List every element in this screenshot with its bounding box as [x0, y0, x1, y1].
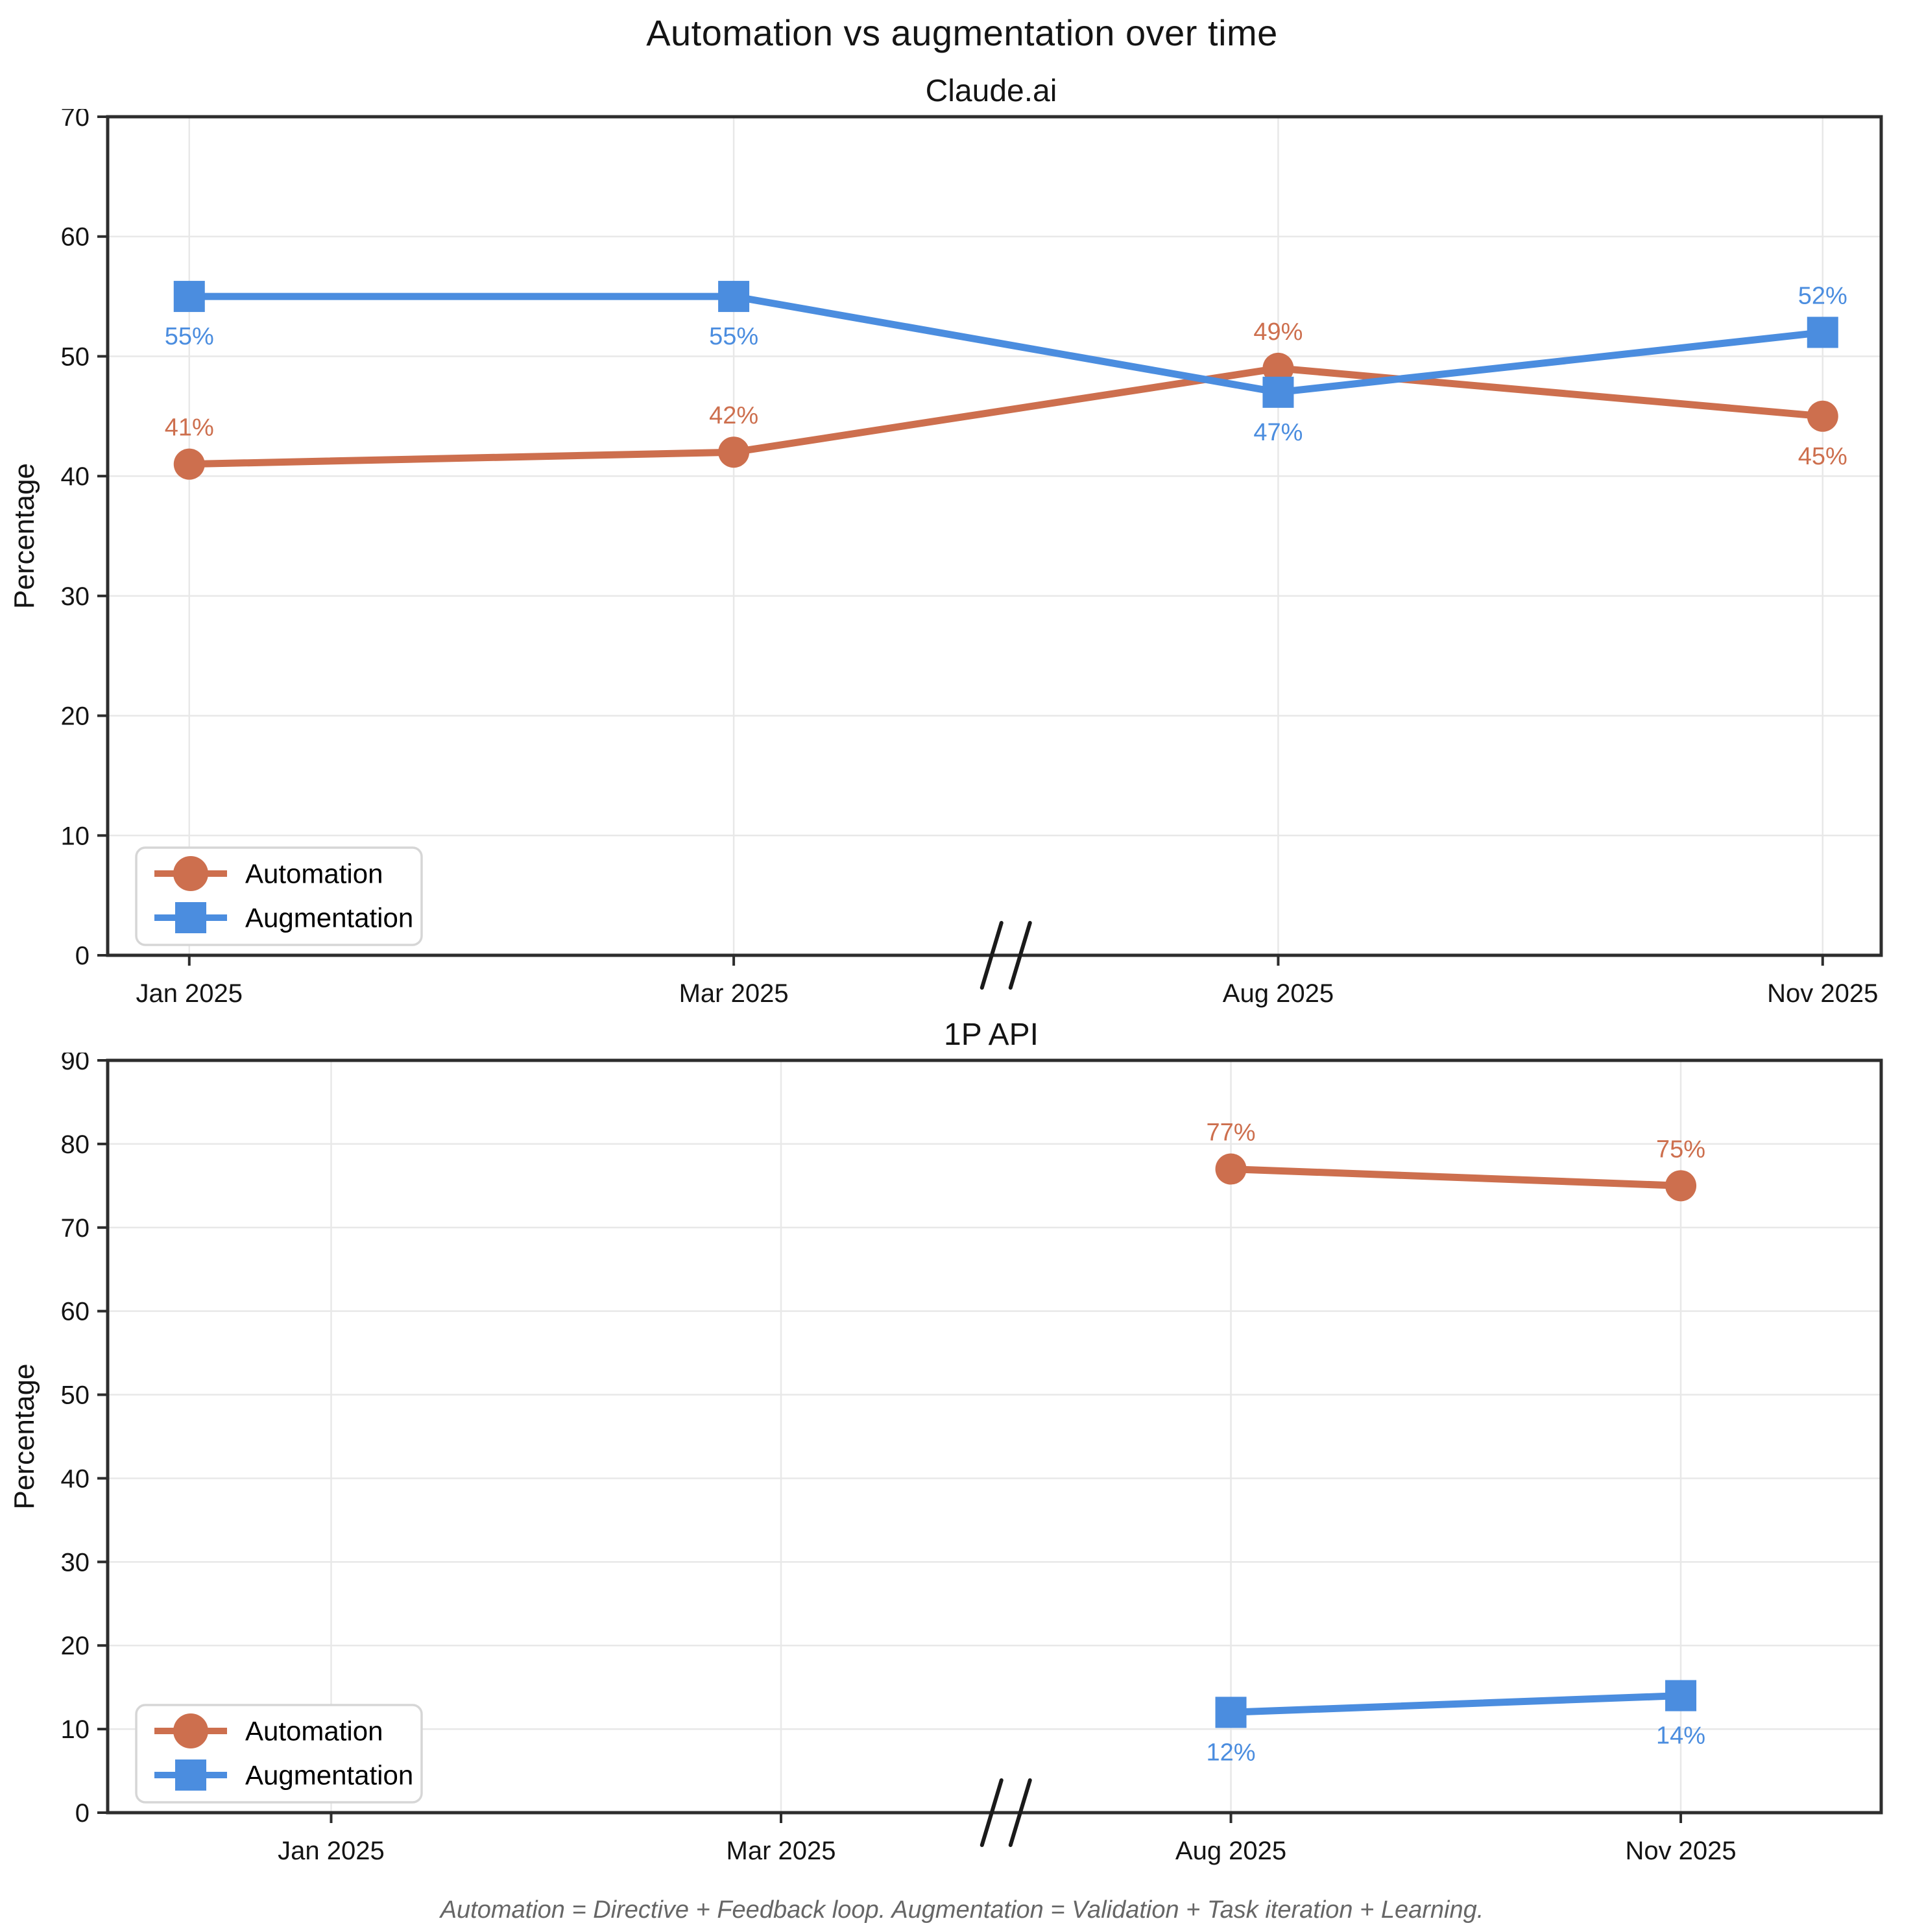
y-tick-label: 50 — [61, 342, 90, 371]
series-automation — [173, 352, 1838, 480]
x-axis: Jan 2025 Mar 2025 Aug 2025 Nov 2025 — [136, 955, 1878, 1008]
legend: Automation Augmentation — [135, 1704, 423, 1804]
chart-section-1p-api: 1P API 0 10 20 30 40 50 60 70 80 90 Jan 2025 Mar 20… — [0, 1017, 1924, 1886]
legend-square-icon — [175, 902, 206, 933]
footnote: Automation = Directive + Feedback loop. … — [440, 1896, 1484, 1924]
plot-border — [106, 115, 1883, 957]
square-marker — [1262, 376, 1294, 408]
circle-marker — [1665, 1170, 1697, 1202]
line-chart-claude-ai: 0 10 20 30 40 50 60 70 Jan 2025 Mar 2025 Aug 2025 N… — [8, 109, 1883, 1008]
circle-marker — [718, 436, 750, 468]
chart-section-claude-ai: Claude.ai 0 10 20 30 40 50 60 70 Jan 2025 Mar 202… — [0, 73, 1924, 1017]
square-marker — [718, 281, 750, 313]
legend-label: Augmentation — [245, 1760, 413, 1791]
y-tick-label: 60 — [61, 223, 90, 252]
square-marker — [1807, 316, 1838, 348]
y-tick-label: 90 — [61, 1053, 90, 1075]
y-tick-label: 20 — [61, 1632, 90, 1660]
x-tick-label: Jan 2025 — [136, 979, 243, 1008]
x-tick-label: Mar 2025 — [679, 979, 789, 1008]
chart-title-1p-api: 1P API — [944, 1018, 1039, 1052]
chart-title-claude-ai: Claude.ai — [925, 74, 1057, 108]
circle-marker — [1807, 400, 1838, 432]
y-axis: 0 10 20 30 40 50 60 70 — [61, 109, 108, 970]
y-tick-label: 10 — [61, 822, 90, 850]
point-label: 47% — [1253, 419, 1303, 446]
gridlines — [108, 117, 1881, 955]
series-line — [186, 364, 1827, 468]
point-label: 14% — [1656, 1723, 1705, 1750]
y-tick-label: 70 — [61, 1214, 90, 1243]
x-tick-label: Mar 2025 — [727, 1837, 836, 1865]
y-tick-label: 40 — [61, 1464, 90, 1493]
y-tick-label: 30 — [61, 582, 90, 611]
legend: Automation Augmentation — [135, 846, 423, 946]
circle-marker — [1262, 352, 1294, 384]
square-marker — [1665, 1680, 1697, 1711]
y-axis: 0 10 20 30 40 50 60 70 80 90 — [61, 1053, 108, 1828]
legend-circle-icon — [173, 856, 208, 891]
y-axis-label: Percentage — [8, 463, 40, 609]
page-title: Automation vs augmentation over time — [646, 12, 1278, 53]
y-tick-label: 30 — [61, 1548, 90, 1577]
axis-break-icon — [1008, 921, 1032, 990]
legend-label: Automation — [245, 859, 383, 889]
y-tick-label: 80 — [61, 1130, 90, 1159]
point-label: 77% — [1207, 1119, 1256, 1147]
legend-square-icon — [175, 1759, 206, 1791]
y-tick-label: 60 — [61, 1298, 90, 1326]
x-tick-label: Nov 2025 — [1767, 979, 1878, 1008]
point-label: 42% — [709, 402, 758, 429]
x-tick-label: Jan 2025 — [278, 1837, 385, 1865]
legend-label: Automation — [245, 1716, 383, 1747]
series-line — [1227, 1692, 1685, 1716]
point-label: 75% — [1656, 1136, 1705, 1163]
legend-circle-icon — [173, 1713, 208, 1748]
series-augmentation — [1215, 1680, 1697, 1728]
point-label: 55% — [709, 323, 758, 350]
plot-border — [106, 1058, 1883, 1815]
square-marker — [1215, 1697, 1247, 1728]
series-line — [186, 292, 1827, 396]
point-label: 49% — [1253, 318, 1303, 346]
point-label: 12% — [1207, 1739, 1256, 1766]
circle-marker — [1215, 1153, 1247, 1185]
x-tick-label: Nov 2025 — [1625, 1837, 1736, 1865]
x-tick-label: Aug 2025 — [1223, 979, 1334, 1008]
x-axis: Jan 2025 Mar 2025 Aug 2025 Nov 2025 — [278, 1813, 1737, 1865]
y-tick-label: 40 — [61, 462, 90, 491]
square-marker — [173, 281, 205, 313]
y-tick-label: 10 — [61, 1715, 90, 1744]
circle-marker — [173, 448, 205, 480]
x-tick-label: Aug 2025 — [1175, 1837, 1286, 1865]
axis-break-icon — [980, 921, 1004, 990]
gridlines — [108, 1060, 1881, 1813]
y-tick-label: 50 — [61, 1381, 90, 1410]
y-tick-label: 0 — [75, 1799, 90, 1828]
point-label: 55% — [165, 323, 214, 350]
axis-break-icon — [1008, 1778, 1032, 1847]
series-automation — [1215, 1153, 1697, 1202]
line-chart-1p-api: 0 10 20 30 40 50 60 70 80 90 Jan 2025 Mar 2025 Aug 2… — [8, 1053, 1883, 1865]
y-axis-label: Percentage — [8, 1363, 40, 1509]
y-tick-label: 0 — [75, 942, 90, 970]
series-line — [1227, 1165, 1685, 1189]
y-tick-label: 20 — [61, 702, 90, 731]
legend-label: Augmentation — [245, 903, 413, 933]
point-label: 45% — [1798, 443, 1847, 470]
point-label: 41% — [165, 414, 214, 442]
series-augmentation — [173, 281, 1838, 408]
y-tick-label: 70 — [61, 109, 90, 132]
axis-break-icon — [980, 1778, 1004, 1847]
point-label: 52% — [1798, 282, 1847, 309]
